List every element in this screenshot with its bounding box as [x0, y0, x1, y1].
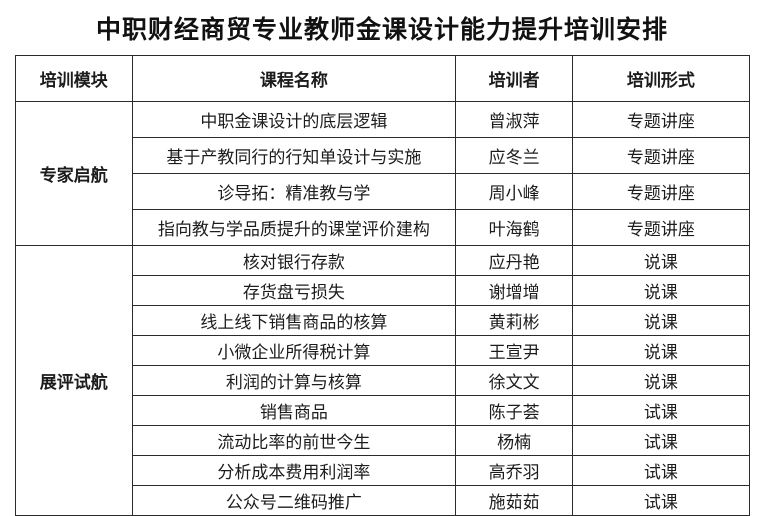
- header-trainer: 培训者: [454, 55, 574, 102]
- format-cell: 说课: [572, 365, 750, 396]
- course-cell: 基于产教同行的行知单设计与实施: [131, 137, 456, 174]
- training-schedule-table: 培训模块 课程名称 培训者 培训形式 专家启航 中职金课设计的底层逻辑 曾淑萍 …: [14, 55, 750, 516]
- format-cell: 试课: [572, 455, 750, 486]
- course-cell: 流动比率的前世今生: [131, 425, 456, 456]
- trainer-cell: 徐文文: [454, 365, 574, 396]
- course-cell: 利润的计算与核算: [131, 365, 456, 396]
- trainer-cell: 谢增增: [454, 275, 574, 306]
- table-row: 诊导拓：精准教与学 周小峰 专题讲座: [15, 173, 750, 210]
- format-cell: 说课: [572, 245, 750, 276]
- trainer-cell: 应冬兰: [454, 137, 574, 174]
- table-row: 小微企业所得税计算 王宣尹 说课: [15, 335, 750, 366]
- format-cell: 专题讲座: [572, 101, 750, 138]
- header-row: 培训模块 课程名称 培训者 培训形式: [14, 55, 750, 102]
- page-title: 中职财经商贸专业教师金课设计能力提升培训安排: [95, 16, 668, 44]
- course-cell: 存货盘亏损失: [131, 275, 456, 306]
- trainer-cell: 王宣尹: [454, 335, 574, 366]
- course-cell: 销售商品: [131, 395, 456, 426]
- table-row: 流动比率的前世今生 杨楠 试课: [15, 425, 750, 456]
- header-course: 课程名称: [131, 55, 456, 102]
- table-row: 利润的计算与核算 徐文文 说课: [15, 365, 750, 396]
- format-cell: 专题讲座: [572, 137, 750, 174]
- format-cell: 试课: [572, 395, 750, 426]
- header-module: 培训模块: [14, 55, 133, 102]
- table-row: 基于产教同行的行知单设计与实施 应冬兰 专题讲座: [15, 137, 750, 174]
- trainer-cell: 陈子荟: [454, 395, 574, 426]
- trainer-cell: 应丹艳: [454, 245, 574, 276]
- format-cell: 说课: [572, 335, 750, 366]
- table-row: 专家启航 中职金课设计的底层逻辑 曾淑萍 专题讲座: [14, 101, 750, 246]
- course-cell: 分析成本费用利润率: [131, 455, 456, 486]
- trainer-cell: 高乔羽: [454, 455, 574, 486]
- course-cell: 诊导拓：精准教与学: [131, 173, 456, 210]
- trainer-cell: 曾淑萍: [454, 101, 574, 138]
- module-cell-showcase: 展评试航: [14, 245, 133, 516]
- table-row: 存货盘亏损失 谢增增 说课: [15, 275, 750, 306]
- format-cell: 说课: [572, 305, 750, 336]
- course-cell: 中职金课设计的底层逻辑: [131, 101, 456, 138]
- table-row: 展评试航 核对银行存款 应丹艳 说课: [14, 245, 750, 516]
- format-cell: 试课: [572, 485, 750, 516]
- format-cell: 专题讲座: [572, 209, 750, 246]
- module-cell-experts: 专家启航: [14, 101, 133, 246]
- trainer-cell: 周小峰: [454, 173, 574, 210]
- course-cell: 核对银行存款: [131, 245, 456, 276]
- course-cell: 小微企业所得税计算: [131, 335, 456, 366]
- table-row: 分析成本费用利润率 高乔羽 试课: [15, 455, 750, 486]
- table-row: 指向教与学品质提升的课堂评价建构 叶海鹤 专题讲座: [15, 209, 750, 246]
- table-row: 销售商品 陈子荟 试课: [15, 395, 750, 426]
- course-cell: 指向教与学品质提升的课堂评价建构: [131, 209, 456, 246]
- trainer-cell: 叶海鹤: [454, 209, 574, 246]
- trainer-cell: 施茹茹: [454, 485, 574, 516]
- course-cell: 公众号二维码推广: [131, 485, 456, 516]
- format-cell: 专题讲座: [572, 173, 750, 210]
- trainer-cell: 杨楠: [454, 425, 574, 456]
- trainer-cell: 黄莉彬: [454, 305, 574, 336]
- format-cell: 说课: [572, 275, 750, 306]
- header-format: 培训形式: [572, 55, 750, 102]
- table-row: 线上线下销售商品的核算 黄莉彬 说课: [15, 305, 750, 336]
- course-cell: 线上线下销售商品的核算: [131, 305, 456, 336]
- format-cell: 试课: [572, 425, 750, 456]
